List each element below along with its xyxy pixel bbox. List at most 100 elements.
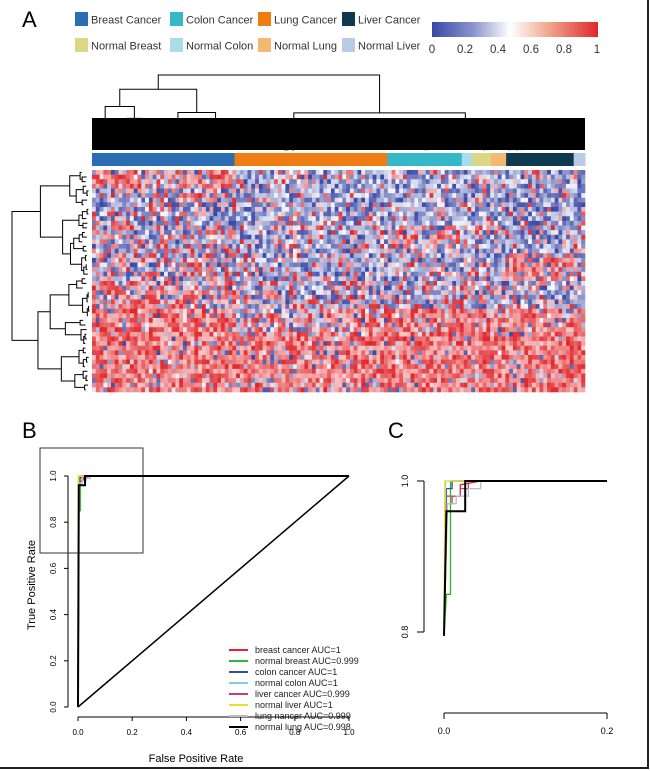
heatmap-cell (114, 248, 119, 254)
heatmap-cell (110, 244, 116, 249)
heatmap-cell (505, 294, 510, 300)
heatmap-cell (262, 230, 267, 236)
heatmap-cell (183, 304, 188, 310)
heatmap-cell (535, 216, 540, 222)
heatmap-cell (376, 276, 381, 282)
heatmap-cell (141, 299, 146, 305)
heatmap-cell (512, 202, 518, 208)
heatmap-cell (319, 220, 324, 226)
heatmap-cell (475, 294, 480, 300)
heatmap-cell (395, 248, 400, 254)
heatmap-cell (198, 257, 203, 263)
heatmap-cell (448, 220, 453, 226)
heatmap-cell (577, 313, 582, 319)
heatmap-cell (183, 276, 188, 282)
heatmap-cell (338, 207, 343, 212)
heatmap-cell (342, 174, 347, 180)
heatmap-cell (516, 248, 521, 254)
heatmap-cell (535, 183, 540, 189)
heatmap-cell (243, 294, 248, 300)
heatmap-cell (323, 322, 328, 328)
heatmap-cell (433, 202, 438, 208)
heatmap-cell (160, 253, 165, 259)
heatmap-cell (323, 193, 328, 199)
heatmap-cell (365, 299, 370, 305)
heatmap-cell (92, 220, 97, 226)
heatmap-cell (213, 299, 218, 305)
heatmap-cell (361, 299, 366, 305)
heatmap-cell (490, 220, 495, 226)
heatmap-cell (122, 308, 127, 314)
heatmap-cell (92, 271, 97, 277)
heatmap-cell (528, 248, 533, 254)
heatmap-cell (577, 230, 582, 236)
heatmap-cell (308, 313, 313, 319)
heatmap-cell (114, 239, 119, 245)
heatmap-cell (338, 304, 343, 310)
heatmap-cell (467, 267, 472, 273)
heatmap-cell (425, 262, 430, 268)
heatmap-cell (110, 318, 116, 323)
heatmap-cell (535, 304, 540, 310)
heatmap-cell (217, 239, 222, 245)
heatmap-cell (486, 207, 491, 212)
heatmap-cell (107, 197, 112, 203)
heatmap-cell (497, 290, 502, 296)
heatmap-cell (471, 267, 476, 273)
heatmap-cell (92, 216, 97, 222)
heatmap-cell (520, 257, 525, 263)
heatmap-cell (114, 285, 119, 291)
heatmap-cell (209, 285, 214, 291)
heatmap-cell (368, 183, 373, 189)
heatmap-cell (274, 281, 279, 286)
heatmap-cell (285, 253, 290, 259)
heatmap-cell (190, 276, 195, 282)
heatmap-cell (372, 179, 377, 185)
heatmap-cell (103, 216, 108, 222)
heatmap-cell (380, 299, 385, 305)
heatmap-cell (433, 188, 438, 194)
heatmap-cell (129, 308, 135, 314)
heatmap-cell (516, 188, 521, 194)
heatmap-cell (402, 299, 408, 305)
heatmap-cell (406, 220, 411, 226)
heatmap-cell (505, 318, 510, 323)
heatmap-cell (509, 313, 514, 319)
heatmap-cell (433, 216, 438, 222)
heatmap-cell (243, 202, 248, 208)
heatmap-cell (175, 327, 180, 333)
heatmap-cell (376, 220, 381, 226)
heatmap-cell (232, 331, 237, 337)
heatmap-cell (368, 170, 373, 175)
heatmap-cell (327, 304, 332, 310)
heatmap-cell (232, 271, 237, 277)
heatmap-cell (410, 188, 415, 194)
heatmap-cell (365, 257, 370, 263)
heatmap-cell (95, 211, 100, 217)
heatmap-cell (141, 294, 146, 300)
heatmap-cell (156, 322, 161, 328)
heatmap-cell (505, 257, 510, 263)
heatmap-cell (175, 244, 180, 249)
heatmap-cell (493, 304, 499, 310)
heatmap-cell (349, 271, 354, 277)
heatmap-cell (361, 248, 366, 254)
heatmap-cell (122, 220, 127, 226)
heatmap-cell (217, 267, 222, 273)
heatmap-cell (425, 308, 430, 314)
heatmap-cell (459, 308, 464, 314)
heatmap-cell (255, 294, 260, 300)
heatmap-cell (103, 193, 108, 199)
heatmap-cell (486, 262, 491, 268)
heatmap-cell (554, 253, 559, 259)
heatmap-cell (349, 220, 354, 226)
heatmap-cell (110, 281, 116, 286)
heatmap-cell (459, 216, 464, 222)
heatmap-cell (418, 207, 423, 212)
heatmap-cell (459, 285, 464, 291)
heatmap-cell (141, 267, 146, 273)
heatmap-cell (550, 285, 555, 291)
heatmap-cell (330, 331, 336, 337)
heatmap-cell (372, 230, 377, 236)
